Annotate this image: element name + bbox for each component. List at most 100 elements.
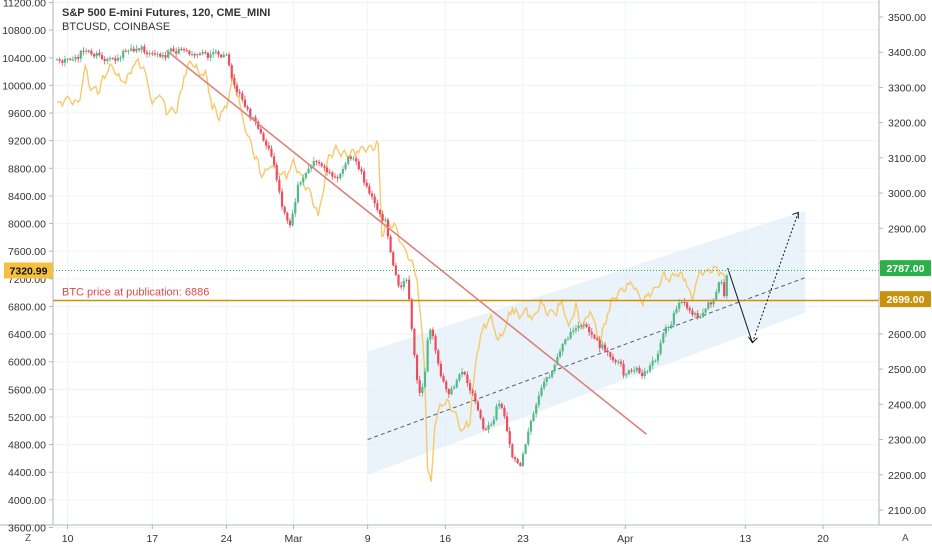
left-tick-label: 10400.00: [2, 53, 46, 65]
candle: [609, 351, 612, 360]
auto-scale-button[interactable]: A: [902, 533, 909, 544]
candle: [545, 376, 548, 386]
candle: [291, 209, 294, 227]
candle: [66, 57, 69, 63]
price-marker: 2787.00: [880, 260, 931, 277]
candle: [296, 181, 300, 205]
candle: [442, 373, 445, 383]
candle: [564, 338, 567, 346]
legend-main-series[interactable]: S&P 500 E-mini Futures, 120, CME_MINI: [62, 7, 271, 19]
candle: [92, 52, 96, 59]
price-marker: 2699.00: [880, 291, 931, 308]
candle: [468, 379, 472, 395]
candle: [561, 342, 564, 356]
candle: [222, 51, 225, 59]
right-tick-label: 3300.00: [888, 82, 926, 94]
candle: [347, 155, 350, 166]
zoom-button[interactable]: Z: [25, 533, 32, 544]
candle: [249, 107, 252, 122]
candle: [630, 368, 633, 374]
candle: [103, 56, 106, 65]
candle: [410, 297, 413, 332]
candle: [648, 362, 652, 374]
candle: [206, 51, 210, 61]
candle: [164, 51, 167, 61]
candle: [474, 390, 477, 404]
legend-compare-series[interactable]: BTCUSD, COINBASE: [62, 21, 171, 33]
candle: [312, 156, 315, 170]
candle: [243, 95, 247, 109]
right-tick-label: 2200.00: [888, 470, 926, 482]
candle: [265, 138, 268, 150]
candle: [108, 55, 112, 63]
candle: [423, 367, 427, 390]
left-tick-label: 8400.00: [8, 191, 46, 203]
arrowhead-up: [792, 211, 799, 219]
candle: [230, 63, 233, 81]
candle: [548, 373, 551, 380]
candle: [667, 325, 670, 332]
x-tick-label: 16: [439, 533, 451, 545]
candle: [588, 323, 591, 336]
left-tick-label: 3600.00: [8, 523, 46, 535]
x-tick-label: 10: [62, 533, 74, 545]
right-tick-label: 2400.00: [888, 399, 926, 411]
candle: [511, 443, 514, 459]
candle: [127, 49, 130, 55]
candle: [471, 388, 474, 396]
down-trendline: [165, 49, 648, 435]
candle: [421, 383, 424, 397]
left-tick-label: 5200.00: [8, 412, 46, 424]
projection-down-arrow: [727, 267, 753, 343]
candle: [680, 301, 683, 305]
candle: [426, 337, 429, 373]
price-marker-label: 2787.00: [887, 263, 925, 275]
candle: [643, 367, 646, 380]
candle: [339, 172, 342, 181]
candle: [553, 363, 556, 374]
projection-up-arrow: [751, 212, 799, 343]
candle: [646, 369, 649, 375]
candle: [349, 154, 352, 161]
left-tick-label: 4000.00: [8, 495, 46, 507]
channel-midline: [367, 277, 806, 441]
candle: [315, 159, 318, 166]
candle: [434, 333, 437, 355]
candle: [659, 339, 662, 356]
candle: [333, 172, 337, 179]
candle: [74, 54, 77, 63]
candle: [71, 56, 74, 62]
candle: [370, 190, 374, 200]
candle: [111, 57, 114, 60]
candle: [238, 88, 241, 97]
candle: [220, 53, 223, 59]
left-tick-label: 6400.00: [8, 329, 46, 341]
candle: [344, 161, 347, 171]
candle: [625, 372, 628, 378]
candle: [717, 281, 720, 294]
candle: [572, 326, 575, 336]
candle: [286, 211, 289, 224]
left-tick-label: 7600.00: [8, 246, 46, 258]
candle: [445, 379, 448, 393]
candle: [439, 360, 442, 379]
candle: [437, 348, 440, 367]
candle: [638, 365, 641, 375]
candle: [270, 145, 273, 158]
candle: [670, 321, 673, 330]
candle: [635, 366, 638, 374]
candle: [233, 74, 236, 89]
candle: [69, 57, 72, 61]
candle: [723, 278, 726, 298]
candle: [447, 388, 450, 398]
candle: [524, 443, 527, 455]
candle: [90, 48, 93, 56]
candle: [598, 336, 601, 353]
candle: [262, 131, 265, 142]
left-tick-label: 4800.00: [8, 440, 46, 452]
candle: [487, 421, 490, 434]
candle: [357, 158, 360, 171]
candle: [82, 47, 85, 56]
